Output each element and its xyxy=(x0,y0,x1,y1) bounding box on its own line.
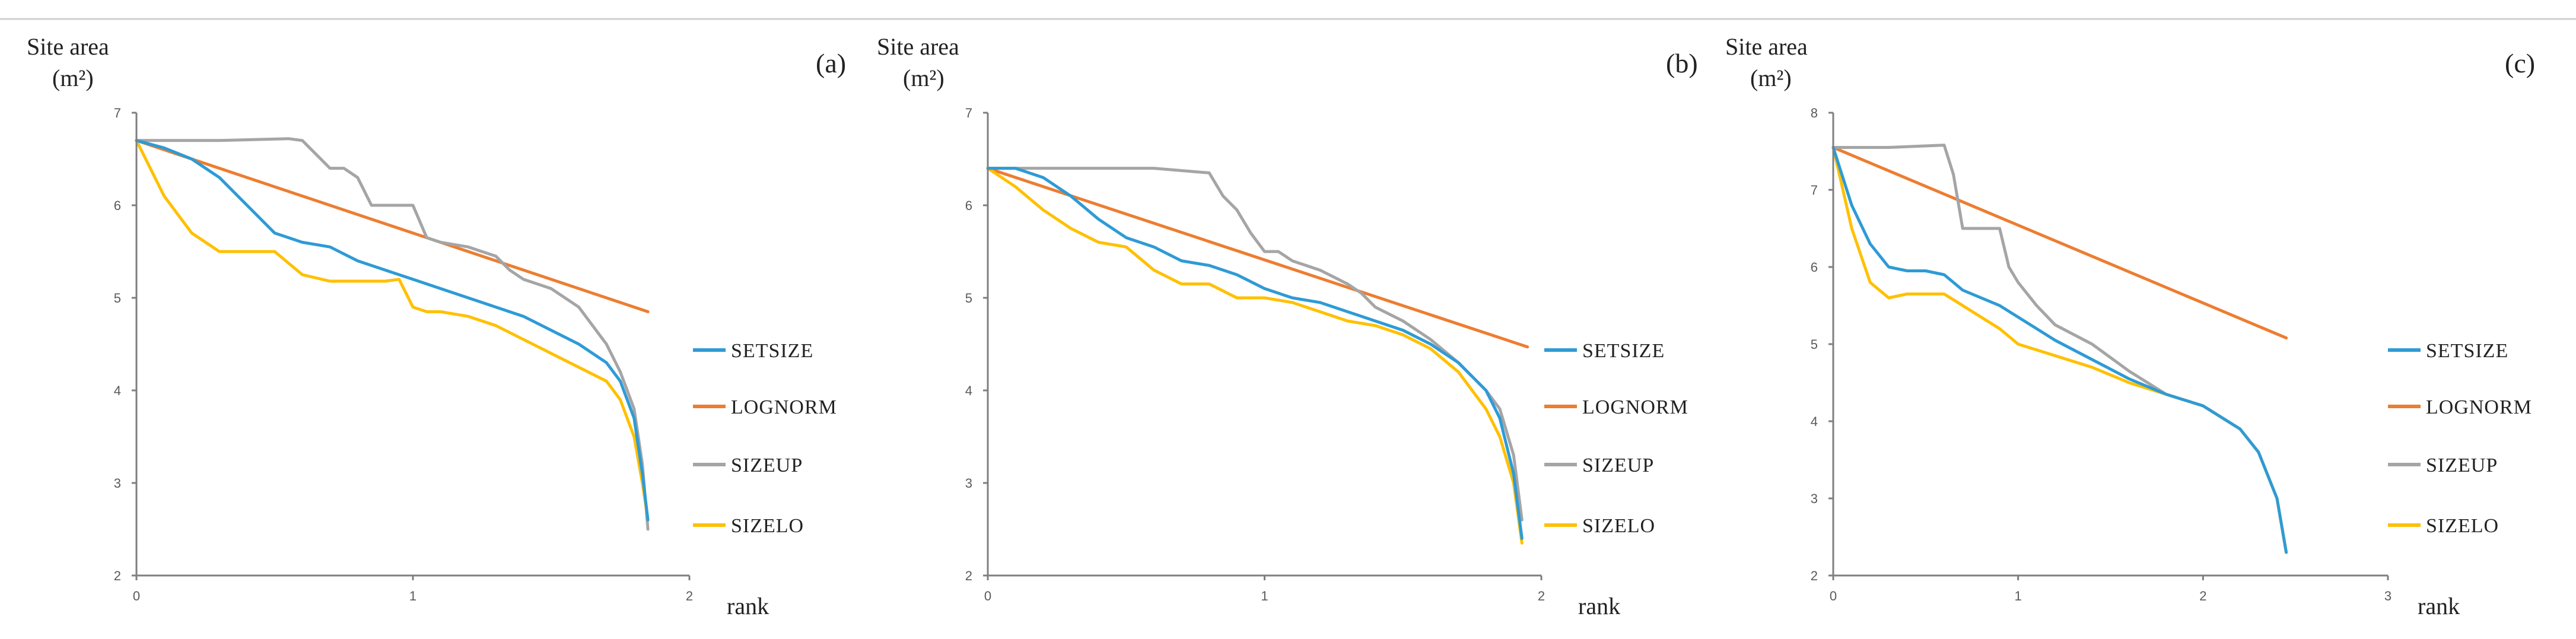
series-lines xyxy=(135,137,650,531)
series-line-sizeup xyxy=(135,137,650,531)
y-tick-label: 4 xyxy=(965,383,972,398)
y-axis-unit: (m²) xyxy=(52,65,94,91)
legend-label-lognorm: LOGNORM xyxy=(731,396,837,418)
y-tick-label: 2 xyxy=(114,568,121,583)
y-ticks: 2 3 4 5 6 7 xyxy=(114,106,136,583)
x-ticks: 0 1 2 3 xyxy=(1830,576,2391,603)
y-ticks: 2 3 4 5 6 7 8 xyxy=(1811,106,1833,583)
series-line-sizelo xyxy=(1831,146,2288,554)
x-tick-label: 1 xyxy=(1261,589,1268,603)
y-axis-title: Site area xyxy=(27,33,109,60)
series-line-sizelo xyxy=(986,167,1524,545)
series-line-setsize xyxy=(986,167,1524,541)
legend-label-sizelo: SIZELO xyxy=(2426,515,2499,537)
chart-panel-c: Site area (m²) (c) rank 2 3 4 5 6 7 8 0 1 2 3 SET… xyxy=(1725,33,2535,619)
legend-label-lognorm: LOGNORM xyxy=(2426,396,2532,418)
x-tick-label: 3 xyxy=(2384,589,2391,603)
series-line-sizeup xyxy=(986,167,1524,522)
y-tick-label: 6 xyxy=(965,198,972,213)
y-tick-label: 4 xyxy=(1811,414,1818,429)
y-tick-label: 8 xyxy=(1811,106,1818,120)
legend-label-setsize: SETSIZE xyxy=(1582,340,1665,362)
x-tick-label: 1 xyxy=(2015,589,2022,603)
series-lines xyxy=(986,167,1529,545)
y-tick-label: 2 xyxy=(1811,568,1818,583)
x-ticks: 0 1 2 xyxy=(984,576,1545,603)
y-axis-unit: (m²) xyxy=(1750,65,1792,91)
x-axis-title: rank xyxy=(2418,593,2460,619)
legend-label-sizeup: SIZEUP xyxy=(1582,454,1654,476)
x-tick-label: 2 xyxy=(1538,589,1545,603)
y-tick-label: 5 xyxy=(1811,337,1818,352)
x-tick-label: 2 xyxy=(2199,589,2206,603)
legend-label-setsize: SETSIZE xyxy=(731,340,813,362)
chart-panel-b: Site area (m²) (b) rank 2 3 4 5 6 7 0 1 2 SETSI… xyxy=(877,33,1698,619)
x-tick-label: 0 xyxy=(133,589,140,603)
series-line-sizeup xyxy=(1831,144,2288,554)
y-tick-label: 2 xyxy=(965,568,972,583)
y-tick-label: 7 xyxy=(1811,183,1818,198)
y-tick-label: 7 xyxy=(965,106,972,120)
series-line-lognorm xyxy=(1831,146,2288,340)
y-axis-title: Site area xyxy=(877,33,959,60)
legend: SETSIZE LOGNORM SIZEUP SIZELO xyxy=(1544,340,1688,537)
x-tick-label: 0 xyxy=(1830,589,1837,603)
y-axis-unit: (m²) xyxy=(903,65,944,91)
y-tick-label: 3 xyxy=(965,476,972,491)
x-tick-label: 0 xyxy=(984,589,991,603)
y-tick-label: 3 xyxy=(1811,491,1818,506)
legend-label-sizeup: SIZEUP xyxy=(2426,454,2498,476)
panel-label: (b) xyxy=(1666,48,1698,78)
panel-label: (c) xyxy=(2505,48,2535,78)
y-tick-label: 4 xyxy=(114,383,121,398)
x-axis-title: rank xyxy=(1578,593,1620,619)
y-tick-label: 5 xyxy=(965,291,972,306)
series-line-lognorm xyxy=(135,139,650,313)
legend-label-sizeup: SIZEUP xyxy=(731,454,803,476)
legend-label-setsize: SETSIZE xyxy=(2426,340,2508,362)
chart-panel-a: Site area (m²) (a) rank 2 3 4 5 6 7 0 1 2 SETSI… xyxy=(27,33,846,619)
legend: SETSIZE LOGNORM SIZEUP SIZELO xyxy=(693,340,837,537)
legend: SETSIZE LOGNORM SIZEUP SIZELO xyxy=(2388,340,2532,537)
y-ticks: 2 3 4 5 6 7 xyxy=(965,106,988,583)
y-tick-label: 6 xyxy=(1811,260,1818,275)
series-lines xyxy=(1831,144,2288,554)
x-axis-title: rank xyxy=(727,593,769,619)
y-axis-title: Site area xyxy=(1725,33,1808,60)
series-line-setsize xyxy=(135,139,650,522)
y-tick-label: 5 xyxy=(114,291,121,306)
x-tick-label: 2 xyxy=(686,589,693,603)
y-tick-label: 6 xyxy=(114,198,121,213)
series-line-sizelo xyxy=(135,139,650,522)
y-tick-label: 7 xyxy=(114,106,121,120)
x-ticks: 0 1 2 xyxy=(133,576,693,603)
series-line-setsize xyxy=(1831,146,2288,554)
legend-label-lognorm: LOGNORM xyxy=(1582,396,1688,418)
legend-label-sizelo: SIZELO xyxy=(1582,515,1655,537)
y-tick-label: 3 xyxy=(114,476,121,491)
panel-label: (a) xyxy=(816,48,846,78)
legend-label-sizelo: SIZELO xyxy=(731,515,804,537)
series-line-lognorm xyxy=(986,167,1529,349)
x-tick-label: 1 xyxy=(409,589,416,603)
